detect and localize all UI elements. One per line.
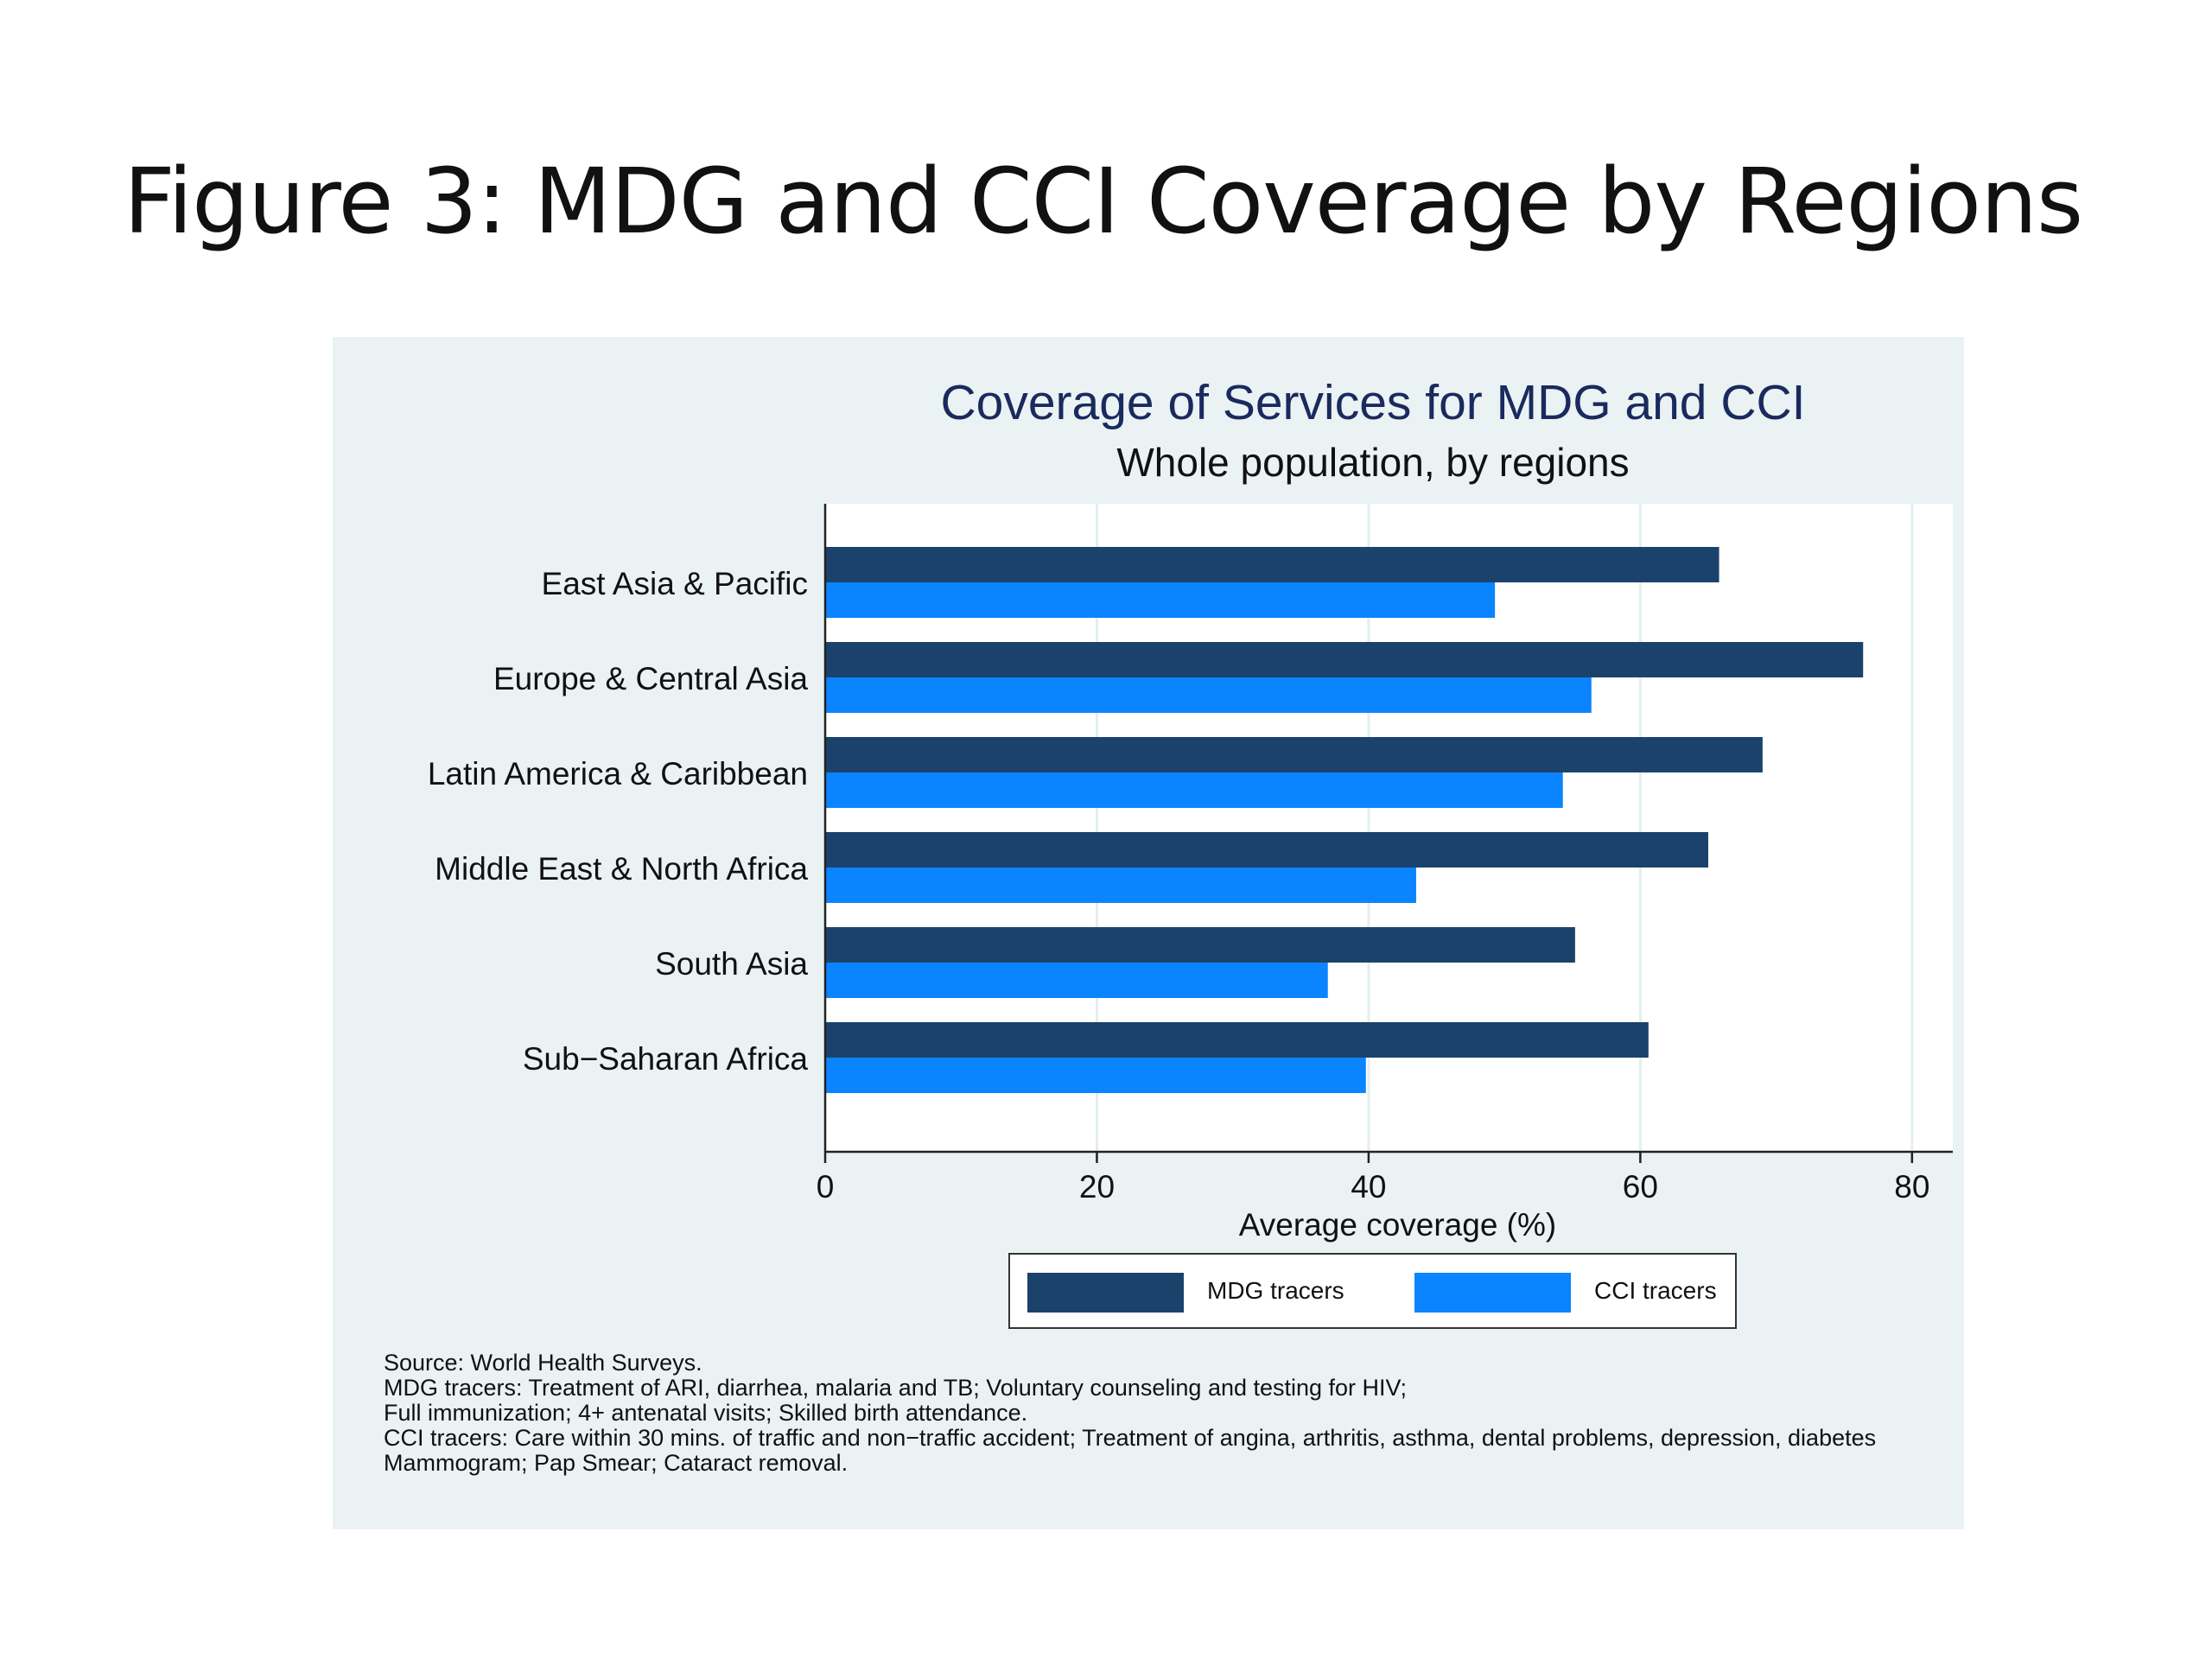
- category-label: South Asia: [655, 946, 808, 982]
- chart-legend: MDG tracers CCI tracers: [1008, 1253, 1737, 1329]
- chart-title: Coverage of Services for MDG and CCI: [940, 375, 1806, 430]
- bar-cci: [825, 963, 1328, 998]
- legend-swatch-mdg: [1027, 1273, 1184, 1313]
- bar-cci: [825, 868, 1416, 903]
- x-tick-label: 80: [1894, 1169, 1929, 1205]
- bar-mdg: [825, 737, 1763, 772]
- category-label: Latin America & Caribbean: [428, 756, 808, 791]
- legend-label-mdg: MDG tracers: [1207, 1277, 1344, 1304]
- note-line: CCI tracers: Care within 30 mins. of tra…: [384, 1425, 1877, 1451]
- note-line: Full immunization; 4+ antenatal visits; …: [384, 1400, 1028, 1426]
- bar-cci: [825, 677, 1592, 713]
- legend-label-cci: CCI tracers: [1594, 1277, 1717, 1304]
- bar-cci: [825, 772, 1563, 808]
- category-label: Sub−Saharan Africa: [523, 1041, 809, 1077]
- legend-swatch-cci: [1414, 1273, 1571, 1313]
- chart-panel: East Asia & Pacific Europe & Central Asia…: [333, 337, 1964, 1529]
- chart-subtitle: Whole population, by regions: [1116, 440, 1630, 485]
- bar-mdg: [825, 1022, 1649, 1058]
- bar-mdg: [825, 547, 1719, 582]
- bar-mdg: [825, 927, 1575, 963]
- bar-mdg: [825, 642, 1864, 677]
- x-tick-label: 40: [1351, 1169, 1386, 1205]
- note-line: Source: World Health Surveys.: [384, 1351, 702, 1376]
- chart-plot: East Asia & Pacific Europe & Central Asia…: [428, 504, 1953, 1243]
- chart-notes: Source: World Health Surveys. MDG tracer…: [384, 1351, 1961, 1476]
- x-axis-label: Average coverage (%): [1239, 1207, 1556, 1243]
- bar-mdg: [825, 832, 1708, 868]
- category-label: Europe & Central Asia: [493, 661, 808, 696]
- category-label: Middle East & North Africa: [435, 851, 808, 887]
- slide-title: Figure 3: MDG and CCI Coverage by Region…: [124, 149, 2083, 254]
- x-tick-label: 20: [1079, 1169, 1115, 1205]
- note-line: MDG tracers: Treatment of ARI, diarrhea,…: [384, 1375, 1408, 1401]
- bar-cci: [825, 582, 1496, 618]
- bar-cci: [825, 1058, 1366, 1093]
- category-label: East Asia & Pacific: [542, 566, 808, 601]
- note-line: Mammogram; Pap Smear; Cataract removal.: [384, 1450, 849, 1476]
- x-tick-label: 60: [1623, 1169, 1658, 1205]
- x-tick-label: 0: [817, 1169, 835, 1205]
